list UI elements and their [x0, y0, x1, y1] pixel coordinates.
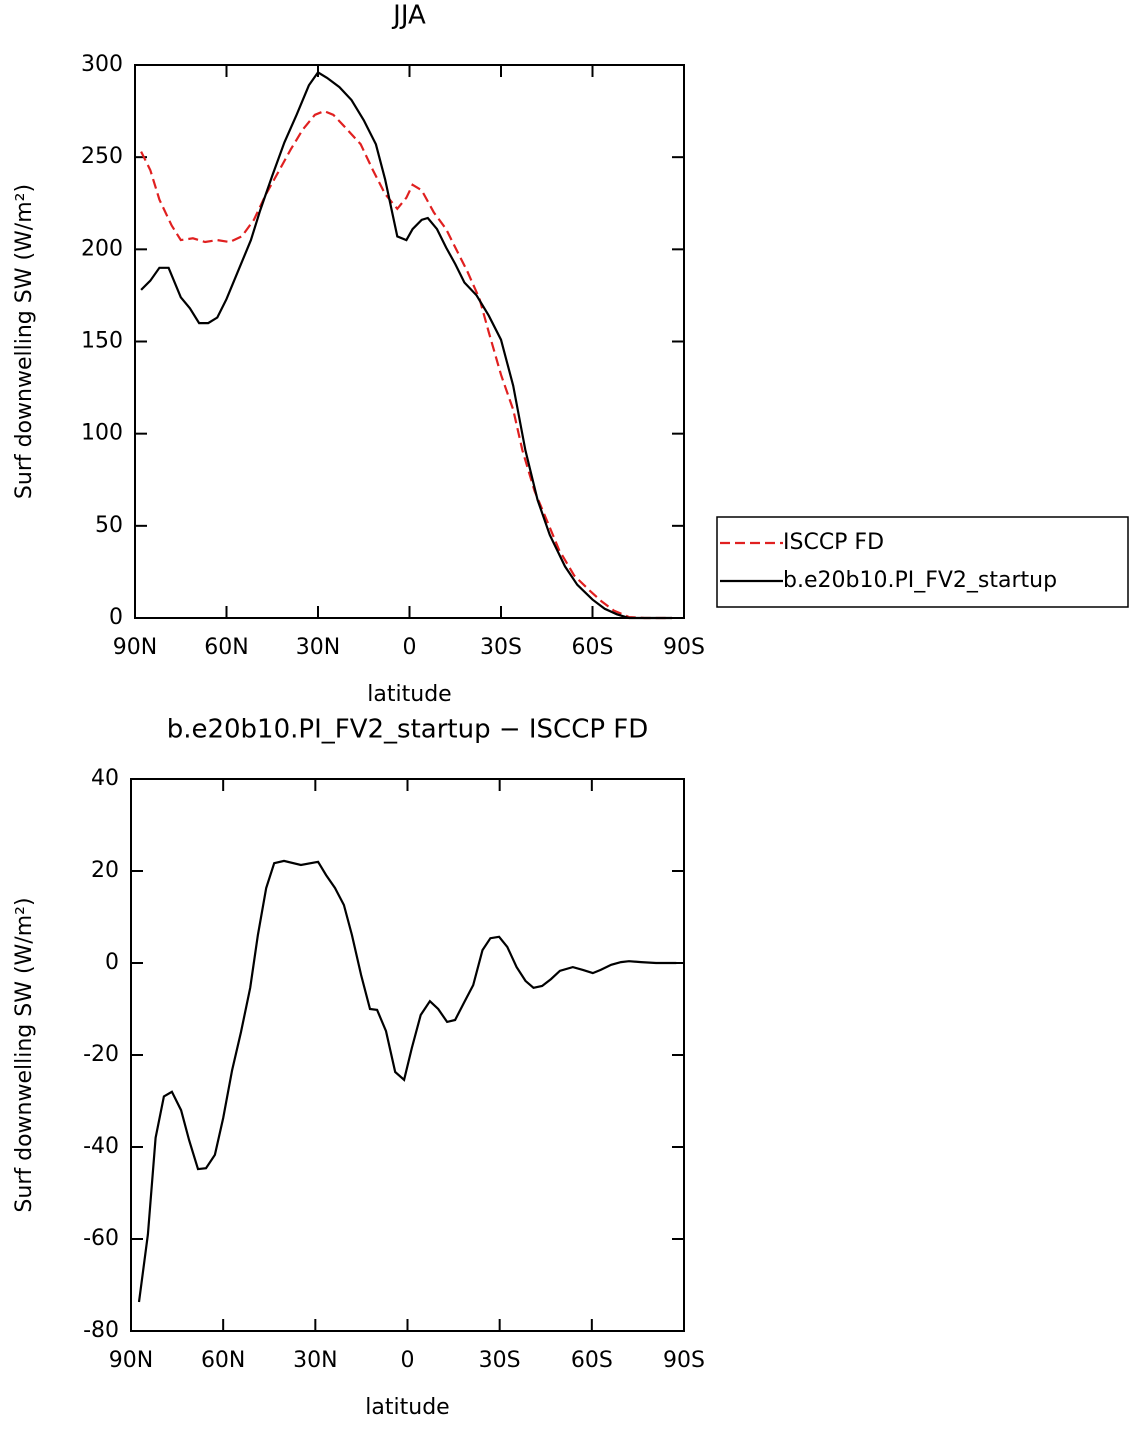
legend-box: [716, 516, 1129, 608]
x-axis-label: latitude: [367, 682, 451, 707]
x-tick-label: 60N: [204, 635, 248, 660]
data-line: [137, 859, 677, 1303]
x-tick-label: 0: [401, 1348, 415, 1373]
y-tick-label: -20: [83, 1042, 119, 1067]
chart-title: JJA: [391, 1, 426, 31]
chart-title: b.e20b10.PI_FV2_startup − ISCCP FD: [167, 715, 649, 745]
x-axis-label: latitude: [365, 1395, 449, 1420]
y-axis-label: Surf downwelling SW (W/m²): [12, 897, 37, 1212]
x-tick-label: 30N: [296, 635, 340, 660]
plot-frame: [130, 778, 685, 1332]
legend-label: ISCCP FD: [783, 530, 884, 555]
x-tick-label: 60S: [571, 1348, 613, 1373]
y-tick-label: 200: [81, 236, 123, 261]
x-tick-label: 90S: [663, 1348, 705, 1373]
y-tick-label: -40: [83, 1134, 119, 1159]
data-line: [140, 109, 672, 620]
x-tick-label: 60N: [201, 1348, 245, 1373]
x-tick-label: 0: [403, 635, 417, 660]
y-tick-label: -60: [83, 1226, 119, 1251]
y-tick-label: 150: [81, 329, 123, 354]
x-tick-label: 90N: [109, 1348, 153, 1373]
y-tick-label: 50: [95, 513, 123, 538]
x-tick-label: 60S: [572, 635, 614, 660]
y-tick-label: 0: [105, 950, 119, 975]
x-tick-label: 90N: [113, 635, 157, 660]
y-tick-label: 250: [81, 144, 123, 169]
plot-frame: [134, 64, 685, 619]
x-tick-label: 30N: [293, 1348, 337, 1373]
y-axis-label: Surf downwelling SW (W/m²): [12, 184, 37, 499]
y-tick-label: 40: [91, 766, 119, 791]
legend-label: b.e20b10.PI_FV2_startup: [783, 568, 1057, 593]
y-tick-label: -80: [83, 1318, 119, 1343]
data-line: [140, 70, 672, 620]
x-tick-label: 30S: [479, 1348, 521, 1373]
x-tick-label: 30S: [480, 635, 522, 660]
y-tick-label: 100: [81, 421, 123, 446]
y-tick-label: 0: [109, 605, 123, 630]
y-tick-label: 20: [91, 858, 119, 883]
y-tick-label: 300: [81, 52, 123, 77]
x-tick-label: 90S: [663, 635, 705, 660]
